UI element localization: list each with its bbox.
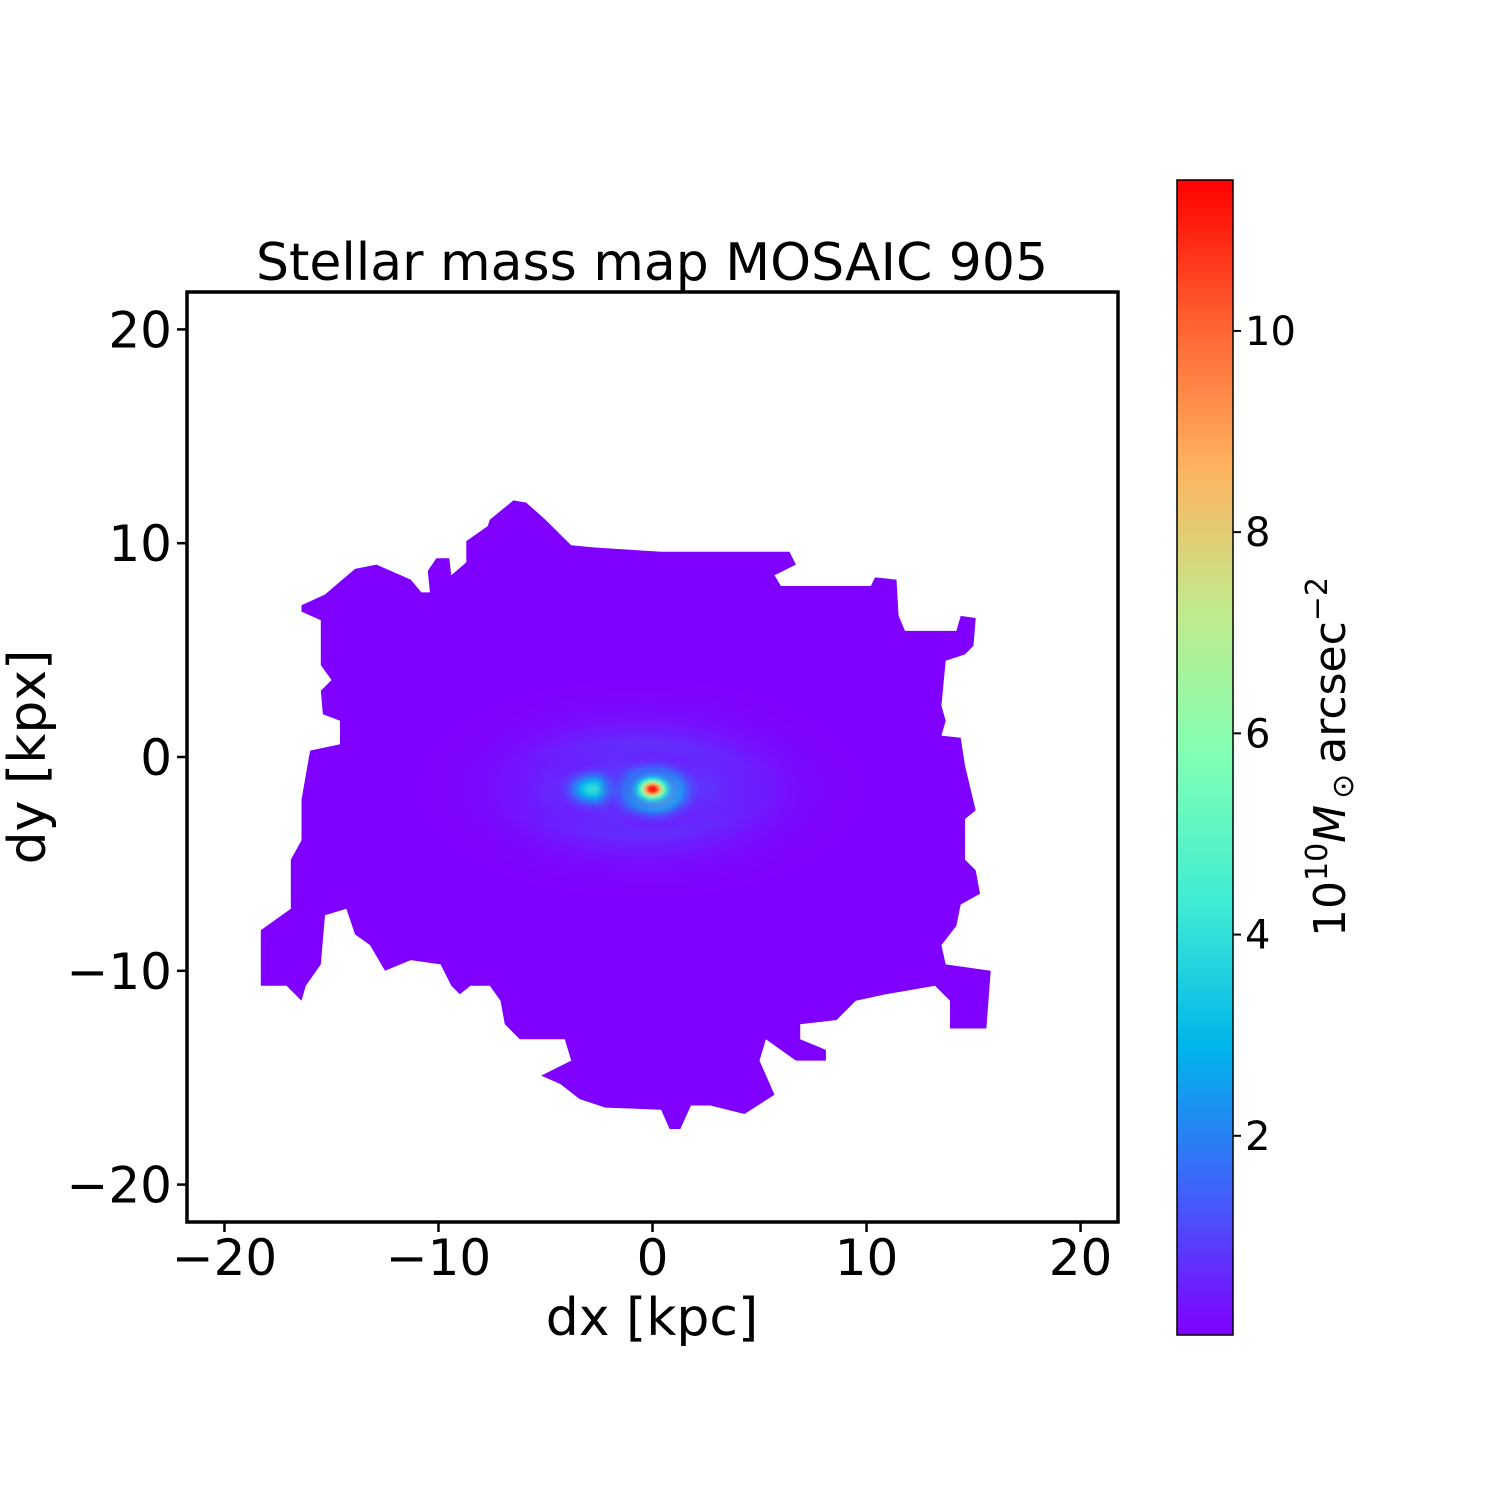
y-tick-label: 10 [108,515,172,573]
cb-label-unit-exp: −2 [1300,577,1335,621]
colorbar-tick-label: 8 [1245,510,1270,556]
x-tick-label: 10 [835,1229,899,1287]
plot-area [260,500,991,1129]
y-axis-label: dy [kpx] [0,650,58,865]
cb-label-sub: ⊙ [1326,774,1361,799]
colorbar-label: 1010M⊙arcsec−2 [1300,577,1361,937]
chart-title: Stellar mass map MOSAIC 905 [256,233,1048,293]
x-tick-label: −20 [172,1229,278,1287]
y-tick-label: −20 [66,1157,172,1215]
x-tick-label: 0 [637,1229,669,1287]
x-tick-label: 20 [1049,1229,1113,1287]
y-tick-label: 0 [140,729,172,787]
mass-component [623,767,682,811]
y-axis: −20 −10 0 10 20 [66,301,187,1215]
colorbar [1176,179,1234,1336]
y-tick-label: 20 [108,301,172,359]
mass-map-core [391,665,893,913]
colorbar-tick-label: 2 [1245,1114,1270,1160]
colorbar-tick-label: 6 [1245,711,1270,757]
cb-label-exp: 10 [1300,843,1335,881]
x-axis-label: dx [kpc] [546,1288,759,1348]
cb-label-sym: M [1305,805,1356,843]
cb-label-unit: arcsec [1305,621,1356,763]
x-tick-label: −10 [386,1229,492,1287]
y-tick-label: −10 [66,943,172,1001]
colorbar-tick-label: 4 [1245,913,1270,959]
colorbar-axis: 2 4 6 8 10 [1233,309,1296,1160]
x-axis: −20 −10 0 10 20 [172,1222,1113,1287]
colorbar-tick-label: 10 [1245,309,1296,355]
cb-label-base: 10 [1305,881,1356,937]
